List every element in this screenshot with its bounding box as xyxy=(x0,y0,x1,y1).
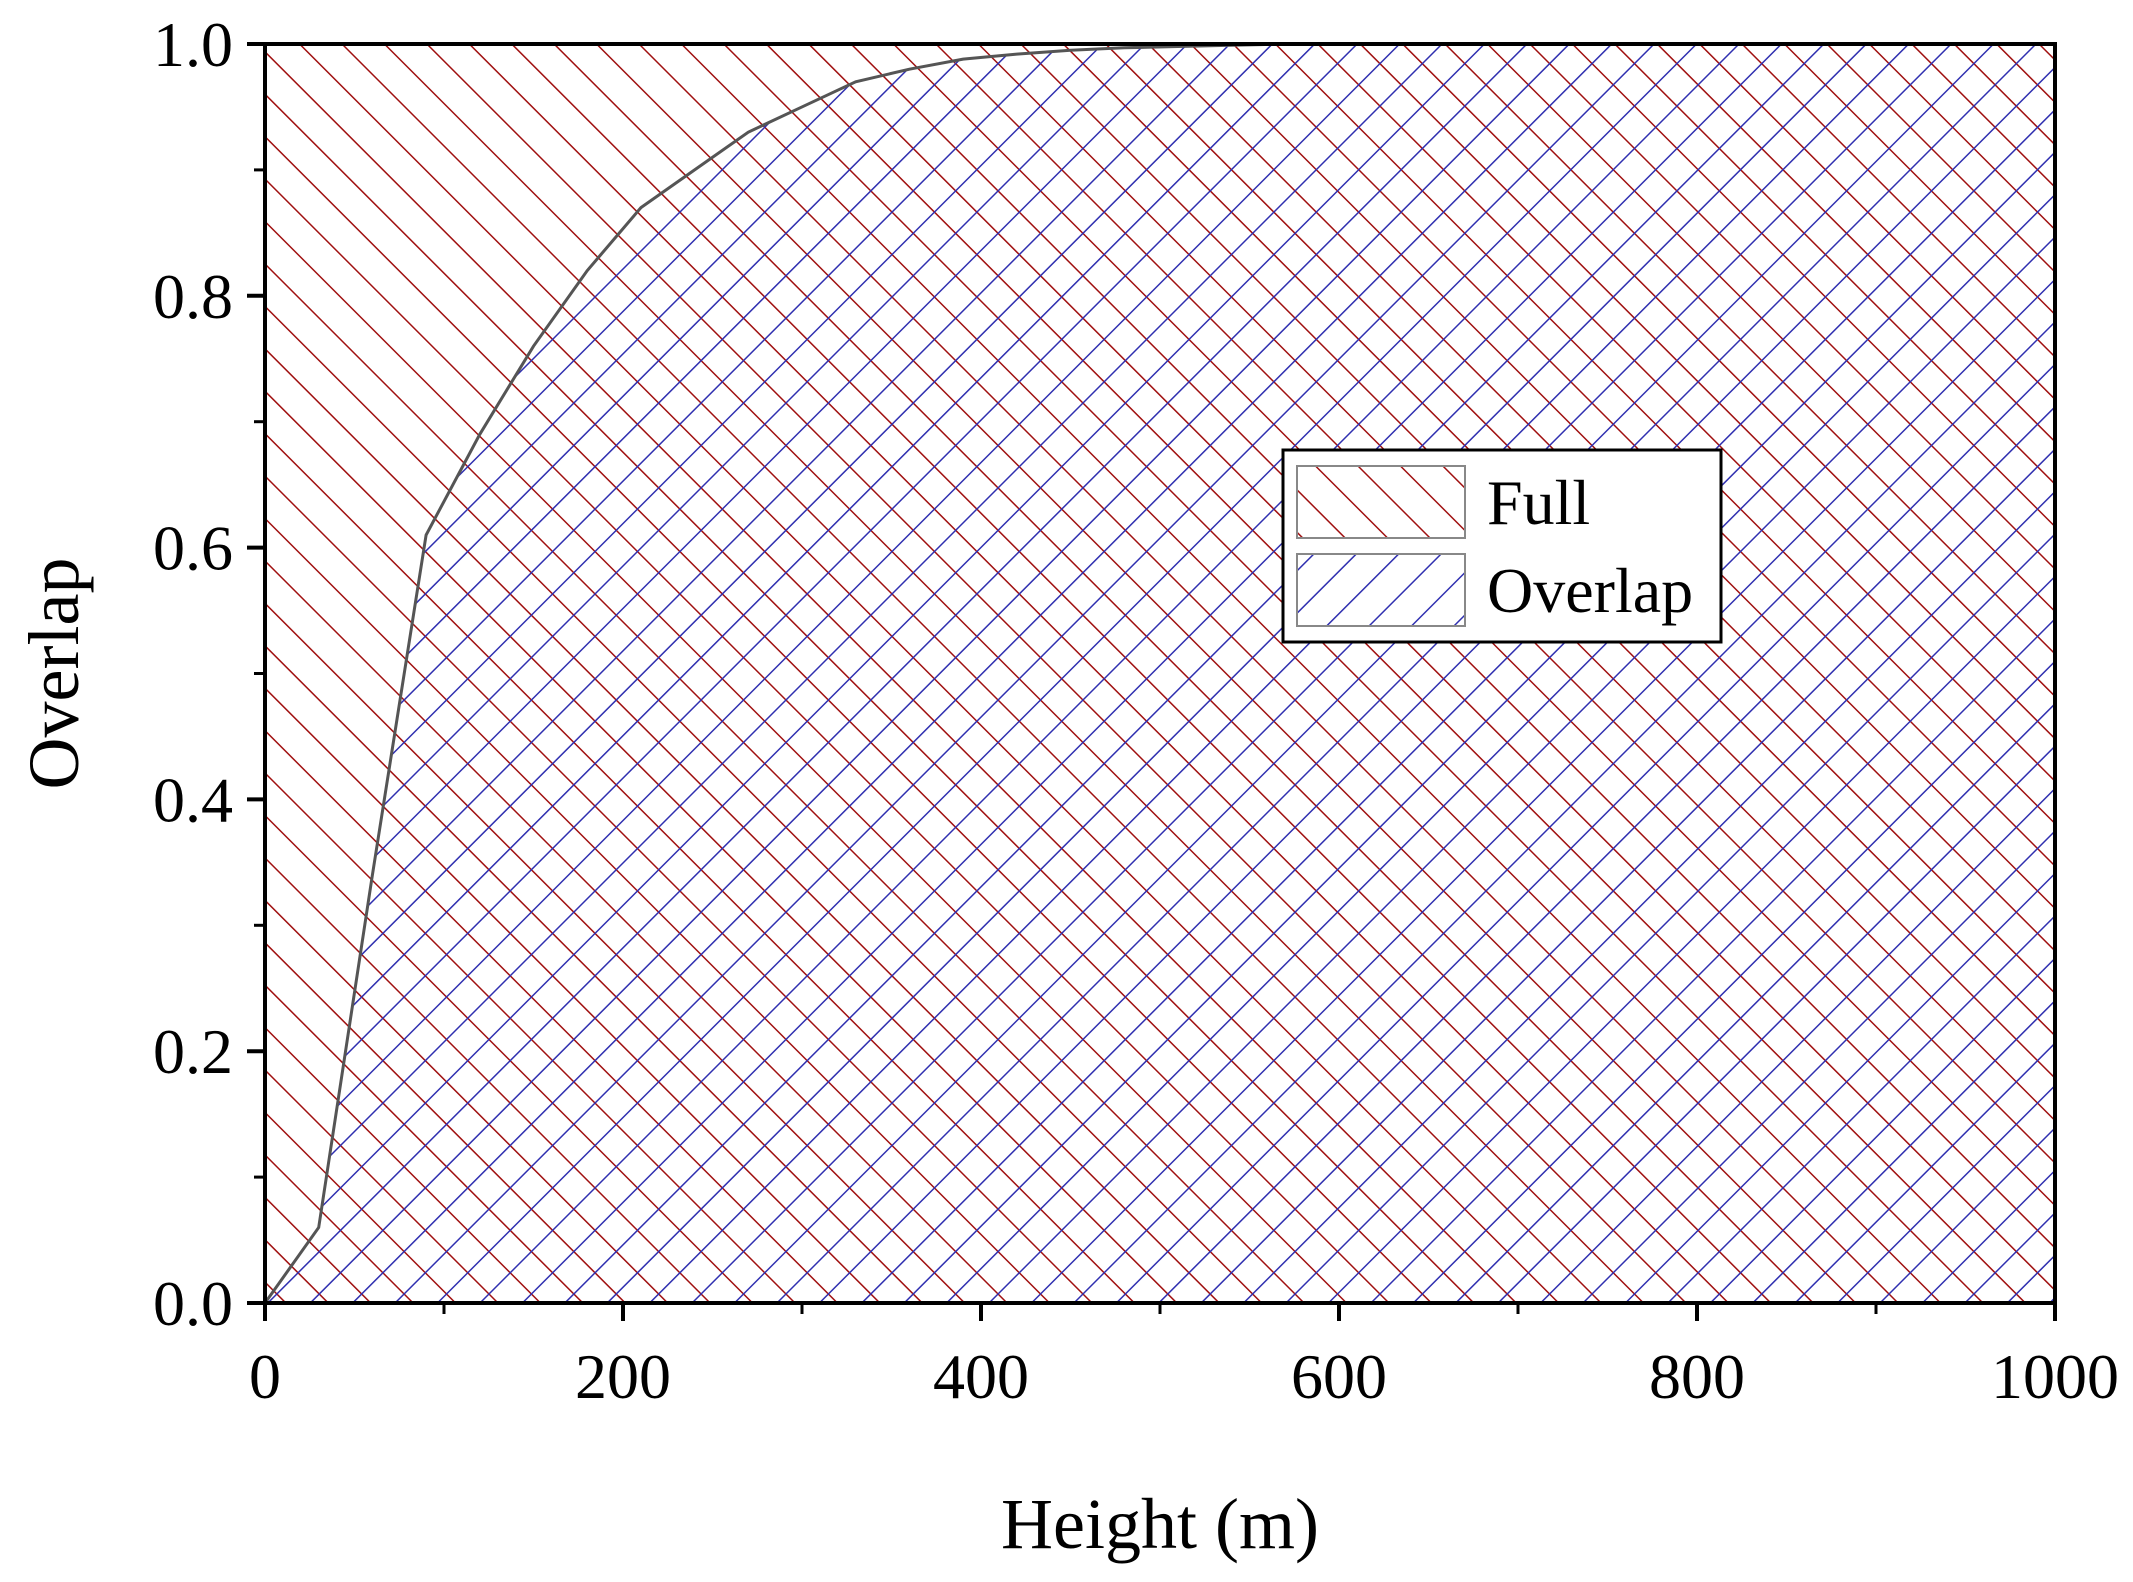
legend-label: Full xyxy=(1487,467,1590,538)
y-tick-label: 0.8 xyxy=(153,261,233,332)
y-tick-label: 1.0 xyxy=(153,9,233,80)
legend-swatch xyxy=(1296,465,1466,539)
y-tick-label: 0.6 xyxy=(153,513,233,584)
y-tick-label: 0.0 xyxy=(153,1268,233,1339)
x-tick-label: 400 xyxy=(933,1341,1029,1412)
y-axis-title: Overlap xyxy=(14,558,94,790)
legend-label: Overlap xyxy=(1487,555,1693,626)
x-tick-label: 0 xyxy=(249,1341,281,1412)
x-tick-label: 800 xyxy=(1649,1341,1745,1412)
x-tick-label: 1000 xyxy=(1991,1341,2119,1412)
y-tick-label: 0.4 xyxy=(153,764,233,835)
x-tick-label: 200 xyxy=(575,1341,671,1412)
legend-item-full: Full xyxy=(1296,465,1590,539)
series-overlap-area xyxy=(265,44,2055,1303)
legend-swatch xyxy=(1296,553,1466,627)
y-tick-label: 0.2 xyxy=(153,1016,233,1087)
legend-item-overlap: Overlap xyxy=(1296,553,1693,627)
x-tick-label: 600 xyxy=(1291,1341,1387,1412)
x-axis-title: Height (m) xyxy=(1001,1484,1319,1564)
